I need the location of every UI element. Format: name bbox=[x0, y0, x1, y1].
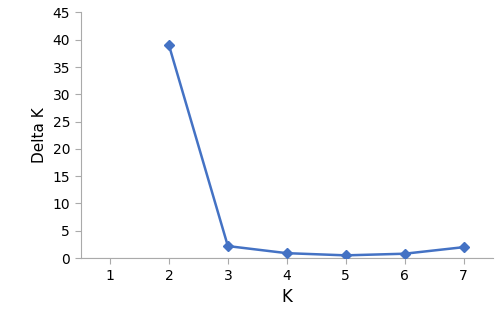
Y-axis label: Delta K: Delta K bbox=[32, 107, 47, 163]
X-axis label: K: K bbox=[282, 288, 292, 306]
